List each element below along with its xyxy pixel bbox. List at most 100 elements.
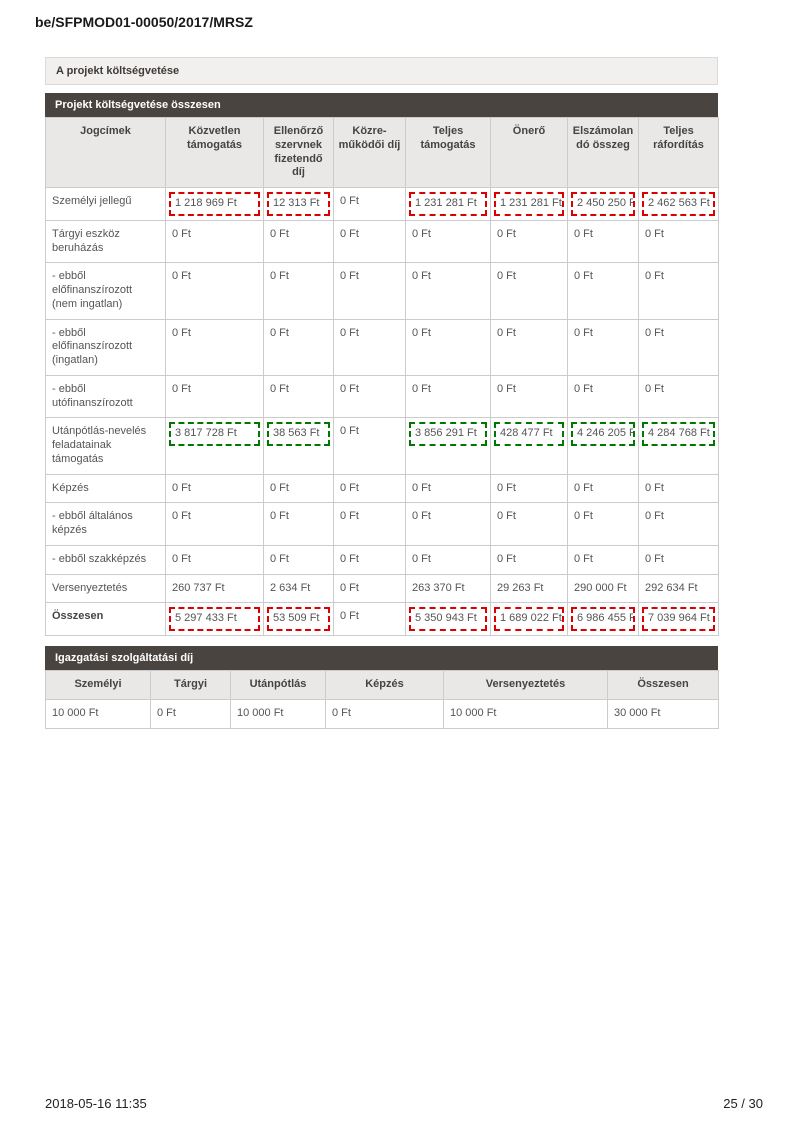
budget-value-cell: 0 Ft xyxy=(638,473,719,504)
budget-value-cell: 0 Ft xyxy=(567,262,639,320)
budget-row-label: Tárgyi eszköz beruházás xyxy=(45,219,166,264)
highlight-box-red: 5 350 943 Ft xyxy=(409,607,487,631)
budget-value-cell: 0 Ft xyxy=(567,502,639,546)
admin-fee-value-cell: 10 000 Ft xyxy=(230,698,326,729)
footer-datetime: 2018-05-16 11:35 xyxy=(45,1096,147,1111)
admin-fee-value-cell: 10 000 Ft xyxy=(443,698,608,729)
admin-fee-column-header: Összesen xyxy=(607,670,719,700)
budget-table-header-row: Jogcímek Közvetlen támogatás Ellenőrző sze… xyxy=(45,117,719,188)
budget-value-cell: 0 Ft xyxy=(567,473,639,504)
budget-value-cell: 263 370 Ft xyxy=(405,573,491,604)
budget-row-label: - ebből általános képzés xyxy=(45,502,166,546)
budget-value-cell: 0 Ft xyxy=(333,374,406,419)
budget-value-cell: 0 Ft xyxy=(490,374,568,419)
budget-value-cell: 2 462 563 Ft xyxy=(638,187,719,221)
section-title-bar: A projekt költségvetése xyxy=(45,57,718,85)
admin-fee-column-header: Versenyeztetés xyxy=(443,670,608,700)
budget-value-cell: 0 Ft xyxy=(405,262,491,320)
highlight-box-red: 1 689 022 Ft xyxy=(494,607,564,631)
budget-value-cell: 0 Ft xyxy=(333,473,406,504)
budget-value-cell: 0 Ft xyxy=(405,544,491,575)
highlight-box-green: 4 246 205 Ft xyxy=(571,422,635,446)
budget-value-cell: 0 Ft xyxy=(263,502,334,546)
budget-table-row: - ebből szakképzés 0 Ft 0 Ft 0 Ft 0 Ft 0 Ft 0 … xyxy=(45,544,719,575)
budget-value-cell: 0 Ft xyxy=(638,318,719,376)
budget-column-header: Teljes támogatás xyxy=(405,117,491,188)
budget-column-header: Ellenőrző szervnek fizetendő díj xyxy=(263,117,334,188)
budget-value-cell: 0 Ft xyxy=(165,374,264,419)
budget-row-label: Utánpótlás-nevelés feladatainak támogatá… xyxy=(45,417,166,475)
budget-value-cell: 0 Ft xyxy=(333,573,406,604)
budget-value-cell: 0 Ft xyxy=(165,262,264,320)
budget-column-header: Elszámolandó összeg xyxy=(567,117,639,188)
budget-value-cell: 0 Ft xyxy=(333,187,406,221)
budget-value-cell: 2 450 250 Ft xyxy=(567,187,639,221)
budget-column-header: Teljes ráfordítás xyxy=(638,117,719,188)
budget-value-cell: 3 856 291 Ft xyxy=(405,417,491,475)
budget-table-row: Képzés 0 Ft 0 Ft 0 Ft 0 Ft 0 Ft 0 Ft 0 Ft xyxy=(45,473,719,504)
budget-value-cell: 12 313 Ft xyxy=(263,187,334,221)
budget-value-cell: 0 Ft xyxy=(490,502,568,546)
budget-row-label: Versenyeztetés xyxy=(45,573,166,604)
budget-value-cell: 1 218 969 Ft xyxy=(165,187,264,221)
budget-value-cell: 0 Ft xyxy=(165,318,264,376)
budget-value-cell: 0 Ft xyxy=(263,544,334,575)
budget-value-cell: 260 737 Ft xyxy=(165,573,264,604)
budget-value-cell: 0 Ft xyxy=(333,318,406,376)
budget-value-cell: 1 231 281 Ft xyxy=(490,187,568,221)
budget-row-label: Képzés xyxy=(45,473,166,504)
budget-column-header: Közre-működői díj xyxy=(333,117,406,188)
budget-value-cell: 0 Ft xyxy=(333,417,406,475)
budget-value-cell: 292 634 Ft xyxy=(638,573,719,604)
page-footer: 2018-05-16 11:35 25 / 30 xyxy=(45,1096,763,1111)
admin-fee-column-header: Tárgyi xyxy=(150,670,231,700)
budget-value-cell: 53 509 Ft xyxy=(263,602,334,636)
budget-value-cell: 0 Ft xyxy=(567,219,639,264)
budget-value-cell: 428 477 Ft xyxy=(490,417,568,475)
budget-value-cell: 6 986 455 Ft xyxy=(567,602,639,636)
budget-value-cell: 5 297 433 Ft xyxy=(165,602,264,636)
admin-fee-value-cell: 10 000 Ft xyxy=(45,698,151,729)
budget-value-cell: 290 000 Ft xyxy=(567,573,639,604)
budget-row-label: - ebből előfinanszírozott (ingatlan) xyxy=(45,318,166,376)
budget-table-row: Összesen 5 297 433 Ft 53 509 Ft 0 Ft 5 350 9… xyxy=(45,602,719,636)
budget-row-label: - ebből utófinanszírozott xyxy=(45,374,166,419)
document-number: be/SFPMOD01-00050/2017/MRSZ xyxy=(35,14,253,30)
highlight-box-red: 1 231 281 Ft xyxy=(409,192,487,216)
budget-value-cell: 0 Ft xyxy=(638,502,719,546)
budget-table-row: - ebből általános képzés 0 Ft 0 Ft 0 Ft 0 Ft… xyxy=(45,502,719,546)
budget-table-row: Versenyeztetés 260 737 Ft 2 634 Ft 0 Ft 263 … xyxy=(45,573,719,604)
budget-value-cell: 0 Ft xyxy=(165,219,264,264)
budget-value-cell: 0 Ft xyxy=(405,219,491,264)
budget-value-cell: 0 Ft xyxy=(263,219,334,264)
admin-fee-section: Igazgatási szolgáltatási díj Személyi Tár… xyxy=(45,646,719,729)
budget-table-row: - ebből előfinanszírozott (ingatlan) 0 Ft… xyxy=(45,318,719,376)
highlight-box-red: 6 986 455 Ft xyxy=(571,607,635,631)
budget-value-cell: 0 Ft xyxy=(165,473,264,504)
budget-value-cell: 1 689 022 Ft xyxy=(490,602,568,636)
highlight-box-red: 12 313 Ft xyxy=(267,192,330,216)
highlight-box-red: 2 462 563 Ft xyxy=(642,192,715,216)
budget-value-cell: 0 Ft xyxy=(490,219,568,264)
budget-value-cell: 0 Ft xyxy=(263,262,334,320)
budget-value-cell: 0 Ft xyxy=(405,374,491,419)
budget-table-row: - ebből előfinanszírozott (nem ingatlan)… xyxy=(45,262,719,320)
admin-fee-column-header: Személyi xyxy=(45,670,151,700)
budget-value-cell: 0 Ft xyxy=(490,473,568,504)
budget-value-cell: 0 Ft xyxy=(263,473,334,504)
budget-table-row: Személyi jellegű 1 218 969 Ft 12 313 Ft 0 F… xyxy=(45,187,719,221)
budget-value-cell: 0 Ft xyxy=(165,502,264,546)
budget-table-row: Tárgyi eszköz beruházás 0 Ft 0 Ft 0 Ft 0 Ft 0… xyxy=(45,219,719,264)
budget-value-cell: 4 284 768 Ft xyxy=(638,417,719,475)
budget-value-cell: 0 Ft xyxy=(567,374,639,419)
highlight-box-green: 38 563 Ft xyxy=(267,422,330,446)
budget-column-header: Közvetlen támogatás xyxy=(165,117,264,188)
budget-column-header: Jogcímek xyxy=(45,117,166,188)
admin-fee-table: Személyi Tárgyi Utánpótlás Képzés Versenyezt… xyxy=(45,670,719,729)
highlight-box-red: 2 450 250 Ft xyxy=(571,192,635,216)
highlight-box-red: 1 218 969 Ft xyxy=(169,192,260,216)
budget-value-cell: 0 Ft xyxy=(638,374,719,419)
budget-value-cell: 0 Ft xyxy=(405,473,491,504)
highlight-box-red: 7 039 964 Ft xyxy=(642,607,715,631)
budget-column-header: Önerő xyxy=(490,117,568,188)
